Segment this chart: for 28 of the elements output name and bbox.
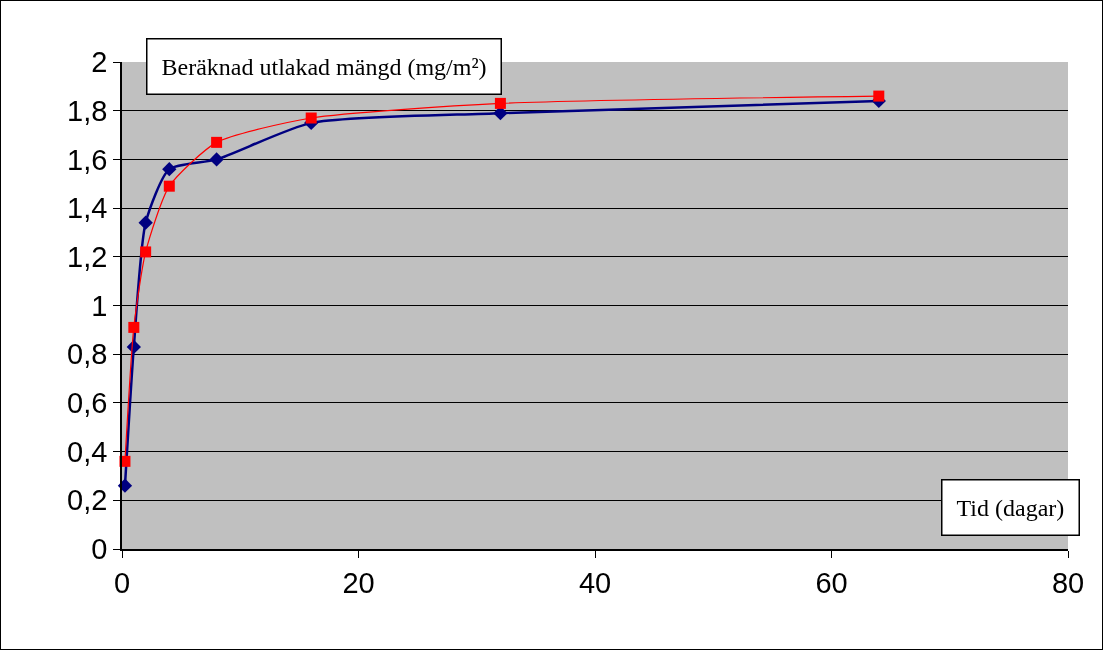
- x-tick-label: 40: [578, 566, 612, 599]
- point: [140, 246, 152, 258]
- x-tick-label: 80: [1051, 566, 1085, 599]
- y-tick-label: 1,2: [67, 240, 108, 273]
- x-axis-title: Tid (dagar): [956, 494, 1065, 521]
- y-axis-title: Beräknad utlakad mängd (mg/m²): [161, 53, 487, 80]
- x-tick-label: 60: [815, 566, 848, 599]
- y-tick-label: 1,4: [67, 192, 108, 225]
- y-tick-label: 1: [91, 289, 108, 322]
- point: [211, 136, 223, 148]
- y-tick-label: 1,6: [67, 143, 108, 176]
- y-tick-label: 0: [91, 533, 108, 566]
- y-tick-label: 0,4: [67, 435, 108, 468]
- point: [163, 180, 175, 192]
- point: [209, 152, 224, 167]
- point: [494, 97, 506, 109]
- y-tick-label: 1,8: [67, 94, 108, 127]
- y-tick-label: 2: [91, 46, 108, 79]
- y-tick-label: 0,6: [67, 387, 108, 420]
- point: [138, 215, 153, 230]
- y-tick-label: 0,2: [67, 484, 108, 517]
- x-tick-label: 20: [342, 566, 375, 599]
- x-tick-label: 0: [113, 566, 131, 599]
- point: [128, 321, 140, 333]
- y-tick-label: 0,8: [67, 338, 108, 371]
- point: [162, 161, 177, 177]
- point: [873, 90, 885, 102]
- point: [305, 112, 317, 124]
